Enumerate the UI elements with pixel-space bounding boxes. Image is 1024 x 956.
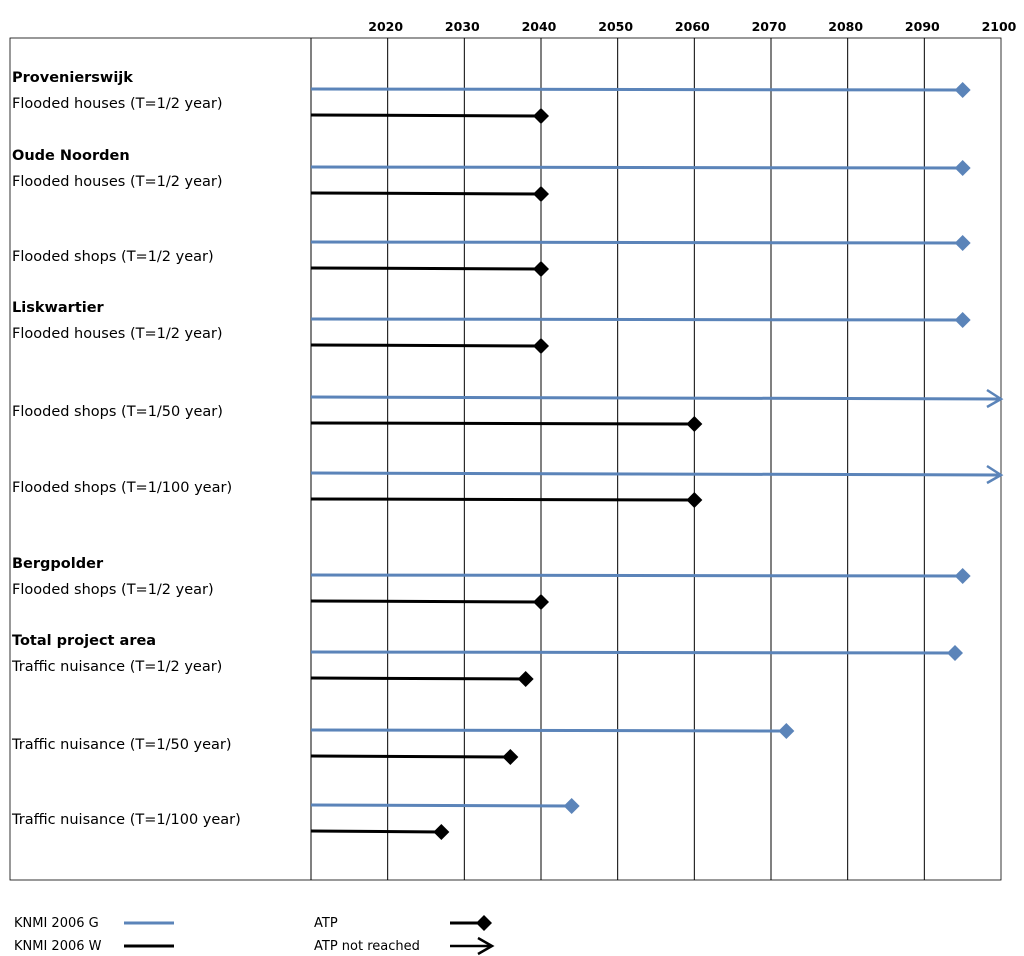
w-series-line xyxy=(310,266,542,271)
tick-label-2040: 2040 xyxy=(522,19,557,34)
w-series-line xyxy=(310,599,542,604)
w-series-line xyxy=(310,829,442,834)
legend-label-w: KNMI 2006 W xyxy=(14,939,102,954)
w-series-atp-marker xyxy=(533,594,549,610)
row-label: Flooded shops (T=1/50 year) xyxy=(12,404,223,420)
row-label: Traffic nuisance (T=1/2 year) xyxy=(11,659,222,675)
group-label: Oude Noorden xyxy=(12,148,130,164)
series-lines xyxy=(310,82,1004,840)
g-series-line xyxy=(310,87,963,92)
w-series-line xyxy=(310,497,695,502)
w-series-atp-marker xyxy=(533,186,549,202)
tick-label-2020: 2020 xyxy=(368,19,403,34)
tick-label-2070: 2070 xyxy=(752,19,787,34)
w-series-atp-marker xyxy=(517,671,534,687)
w-series-atp-marker xyxy=(502,749,519,765)
tick-label-2080: 2080 xyxy=(828,19,863,34)
group-label: Bergpolder xyxy=(12,556,104,572)
legend-label-atp-not-reached: ATP not reached xyxy=(314,939,420,954)
tick-label-2100: 2100 xyxy=(982,19,1017,34)
plot-frame xyxy=(9,37,1002,881)
w-series-line xyxy=(310,191,542,196)
legend-arrow-head xyxy=(477,936,495,956)
group-label: Liskwartier xyxy=(12,300,105,316)
group-label: Provenierswijk xyxy=(12,70,133,86)
row-label: Flooded shops (T=1/2 year) xyxy=(12,249,214,265)
g-series-atp-marker xyxy=(954,235,971,251)
row-label: Flooded houses (T=1/2 year) xyxy=(12,174,223,190)
g-series-line xyxy=(310,728,787,733)
row-label: Flooded houses (T=1/2 year) xyxy=(12,96,223,112)
w-series-atp-marker xyxy=(686,416,703,432)
gridlines xyxy=(9,37,1002,881)
tick-label-2060: 2060 xyxy=(675,19,710,34)
w-series-line xyxy=(310,343,542,348)
w-series-atp-marker xyxy=(533,261,549,277)
g-series-atp-marker xyxy=(778,723,795,739)
legend-atp-diamond xyxy=(476,915,492,931)
row-label: Flooded shops (T=1/100 year) xyxy=(12,480,232,496)
row-label: Traffic nuisance (T=1/100 year) xyxy=(11,812,241,828)
w-series-line xyxy=(310,676,526,681)
legend-label-g: KNMI 2006 G xyxy=(14,916,99,931)
g-series-line xyxy=(310,240,963,245)
g-series-atp-marker xyxy=(954,312,971,328)
x-axis: 2020 2030 2040 2050 2060 2070 2080 2090 2100 xyxy=(368,19,1016,34)
w-series-line xyxy=(310,421,695,426)
g-series-atp-marker xyxy=(954,568,971,584)
w-series-atp-marker xyxy=(686,492,703,508)
g-series-atp-marker xyxy=(954,160,971,176)
g-series-line xyxy=(310,650,956,655)
legend-label-atp: ATP xyxy=(314,916,338,931)
g-series-line xyxy=(310,395,1000,401)
g-series-line xyxy=(310,165,963,170)
g-series-arrow xyxy=(986,388,1004,409)
tick-label-2090: 2090 xyxy=(905,19,940,34)
w-series-atp-marker xyxy=(433,824,450,840)
g-series-line xyxy=(310,573,963,578)
w-series-atp-marker xyxy=(533,108,549,124)
row-label: Flooded shops (T=1/2 year) xyxy=(12,582,214,598)
row-label: Traffic nuisance (T=1/50 year) xyxy=(11,737,232,753)
g-series-line xyxy=(310,317,963,322)
g-series-line xyxy=(310,803,572,808)
row-labels: Provenierswijk Flooded houses (T=1/2 year… xyxy=(11,70,241,828)
tick-label-2050: 2050 xyxy=(598,19,633,34)
w-series-line xyxy=(310,754,511,759)
w-series-line xyxy=(310,113,542,118)
g-series-atp-marker xyxy=(954,82,971,98)
g-series-atp-marker xyxy=(563,798,580,814)
row-label: Flooded houses (T=1/2 year) xyxy=(12,326,223,342)
group-label: Total project area xyxy=(12,633,156,649)
g-series-atp-marker xyxy=(947,645,963,661)
w-series-atp-marker xyxy=(533,338,549,354)
legend: KNMI 2006 G KNMI 2006 W ATP ATP not reached xyxy=(14,915,495,956)
g-series-line xyxy=(310,471,1000,477)
tick-label-2030: 2030 xyxy=(445,19,480,34)
g-series-arrow xyxy=(986,464,1004,485)
